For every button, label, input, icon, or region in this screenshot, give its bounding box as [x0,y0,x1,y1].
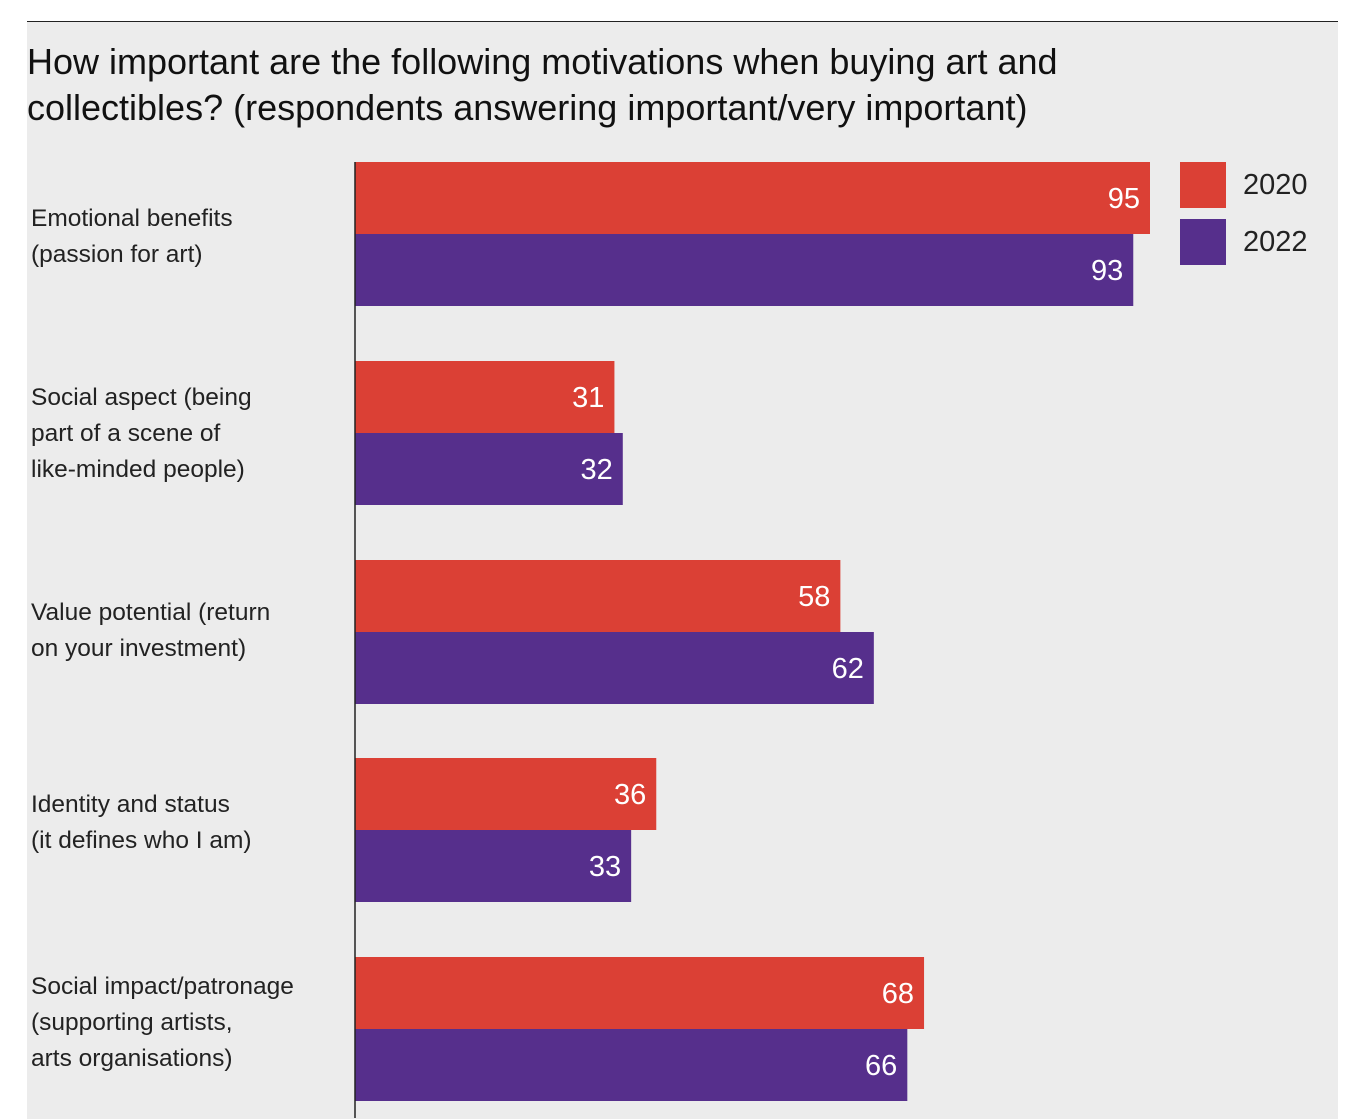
legend-swatch-2022 [1180,219,1226,265]
value-label-2020-3: 58 [798,581,830,613]
bar-2022-3 [355,632,874,704]
category-label-5-line-1: Social impact/patronage [31,973,294,1000]
value-label-2020-4: 36 [614,779,646,811]
value-label-2022-1: 93 [1091,255,1123,287]
bar-2020-1 [355,162,1150,234]
chart-title-line-2: collectibles? (respondents answering imp… [27,87,1028,128]
category-label-3: Value potential (return on your investmen… [31,595,351,667]
chart-title-line-1: How important are the following motivati… [27,41,1058,82]
value-label-2022-4: 33 [589,851,621,883]
bar-2020-5 [355,957,925,1029]
category-label-1-line-1: Emotional benefits [31,205,233,232]
bar-2022-1 [355,234,1134,306]
category-label-3-line-1: Value potential (return [31,599,271,626]
legend-label-2020: 2020 [1243,169,1308,201]
category-label-1-line-2: (passion for art) [31,241,203,268]
value-label-2022-3: 62 [832,653,864,685]
value-label-2020-2: 31 [572,382,604,414]
bar-2020-2 [355,361,615,433]
bar-2020-4 [355,758,657,830]
category-label-1: Emotional benefits (passion for art) [31,201,351,273]
bar-2022-5 [355,1029,908,1101]
value-label-2022-2: 32 [581,454,613,486]
legend-swatch-2020 [1180,162,1226,208]
bar-2022-4 [355,830,632,902]
category-label-2: Social aspect (being part of a scene of li… [31,380,351,488]
category-label-3-line-2: on your investment) [31,635,247,662]
category-label-2-line-2: part of a scene of [31,420,221,447]
category-label-5-line-2: (supporting artists, [31,1009,233,1036]
category-label-5-line-3: arts organisations) [31,1045,233,1072]
value-label-2020-5: 68 [882,978,914,1010]
legend-label-2022: 2022 [1243,226,1308,258]
bar-2022-2 [355,433,623,505]
bar-2020-3 [355,560,841,632]
category-label-2-line-1: Social aspect (being [31,384,252,411]
category-label-5: Social impact/patronage (supporting artis… [31,969,351,1077]
category-label-2-line-3: like-minded people) [31,456,245,483]
value-label-2022-5: 66 [865,1050,897,1082]
category-label-4-line-2: (it defines who I am) [31,827,252,854]
category-label-4: Identity and status (it defines who I am) [31,787,351,859]
value-label-2020-1: 95 [1108,183,1140,215]
category-label-4-line-1: Identity and status [31,791,230,818]
chart-title: How important are the following motivati… [27,39,1327,131]
